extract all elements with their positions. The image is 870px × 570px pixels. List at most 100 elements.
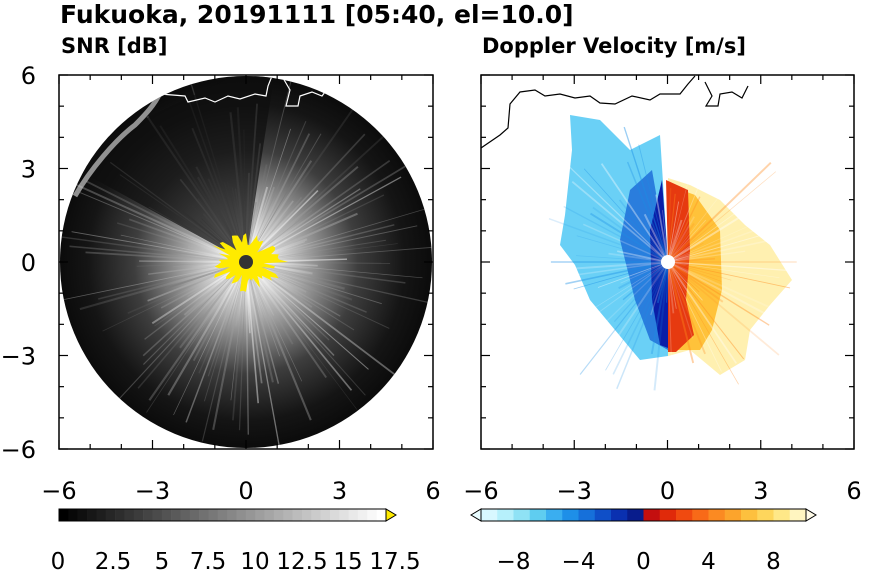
snr-streak (245, 261, 249, 435)
doppler-streak (612, 261, 669, 375)
snr-colorbar-cell (283, 509, 293, 521)
snr-streak (79, 261, 247, 311)
doppler-streak (667, 261, 775, 311)
doppler-streak (623, 126, 669, 263)
radar-site-marker (239, 255, 253, 269)
doppler-streak (589, 212, 669, 263)
doppler-colorbar-cell (497, 509, 514, 521)
doppler-streak (667, 185, 774, 263)
doppler-colorbar-cell (708, 509, 726, 521)
doppler-colorbar-tick-label: −8 (497, 549, 531, 570)
snr-colorbar-cell (59, 509, 69, 521)
doppler-streak (667, 261, 724, 303)
snr-streak (245, 160, 391, 263)
snr-colorbar-cell (105, 509, 116, 521)
snr-colorbar-cell (329, 509, 340, 521)
doppler-streak (667, 261, 706, 355)
doppler-streak (620, 261, 669, 284)
doppler-colorbar-extend-min (470, 508, 482, 522)
doppler-streak (667, 222, 695, 263)
snr-colorbar-cell (264, 509, 275, 521)
doppler-streak (519, 261, 669, 274)
doppler-streak (667, 257, 716, 263)
snr-streak (245, 261, 353, 391)
snr-colorbar-cell (376, 509, 387, 521)
doppler-colorbar-tick-label: 4 (701, 549, 716, 570)
doppler-colorbar-cell (757, 509, 774, 521)
x-tick-label: −6 (41, 477, 76, 505)
snr-colorbar-cell (217, 509, 228, 521)
x-tick-label: 6 (846, 477, 861, 505)
snr-streak (185, 261, 247, 423)
doppler-colorbar-cell (578, 509, 596, 521)
snr-colorbar-cell (292, 509, 303, 521)
x-tick-label: 0 (238, 477, 253, 505)
doppler-streak (638, 144, 669, 263)
snr-streak (106, 261, 247, 413)
snr-streak (245, 261, 263, 384)
snr-colorbar-cell (133, 509, 144, 521)
doppler-streak (650, 261, 669, 355)
snr-colorbar-cell (180, 509, 191, 521)
snr-streak (245, 245, 432, 263)
doppler-streak (667, 261, 722, 372)
doppler-streak (667, 188, 672, 263)
doppler-streak (656, 261, 669, 304)
doppler-streak (667, 261, 700, 293)
snr-colorbar-tick-label: 12.5 (276, 549, 327, 570)
x-tick-label: −3 (557, 477, 592, 505)
doppler-streak (667, 213, 801, 263)
doppler-streak (613, 261, 669, 323)
doppler-streak (667, 201, 765, 263)
doppler-streak (643, 213, 669, 263)
doppler-streak (667, 196, 701, 263)
doppler-streak (667, 261, 780, 356)
doppler-streak (575, 255, 669, 263)
x-tick-label: 3 (332, 477, 347, 505)
doppler-colorbar-extend-max (805, 508, 817, 522)
doppler-colorbar-cell (643, 509, 661, 521)
doppler-streak (662, 126, 669, 263)
snr-streak (245, 133, 366, 263)
doppler-colorbar-cell (611, 509, 628, 521)
snr-colorbar-tick-label: 15 (333, 549, 362, 570)
doppler-colorbar-cell (773, 509, 791, 521)
snr-streak (137, 261, 247, 389)
y-tick-label: 0 (21, 249, 36, 277)
axes-layer (58, 74, 855, 450)
doppler-streak (667, 261, 732, 281)
doppler-streak (605, 261, 669, 371)
doppler-approaching-core (650, 180, 668, 348)
snr-streak (173, 261, 247, 416)
x-tick-label: 3 (753, 477, 768, 505)
doppler-streak (667, 171, 777, 263)
snr-streak (245, 76, 295, 263)
snr-colorbar-tick-label: 2.5 (95, 549, 132, 570)
doppler-colorbar-cell (481, 509, 498, 521)
snr-dark-sector (60, 76, 275, 262)
snr-colorbar-cell (115, 509, 125, 521)
doppler-streak (667, 236, 784, 263)
doppler-streak (522, 261, 669, 284)
doppler-streak (576, 235, 669, 263)
doppler-streak (626, 161, 669, 263)
snr-colorbar-cell (255, 509, 265, 521)
snr-streak (245, 261, 282, 448)
snr-streak (245, 261, 328, 379)
doppler-streak (667, 261, 677, 309)
doppler-colorbar-cell (692, 509, 709, 521)
snr-streak (245, 261, 406, 383)
figure-title: Fukuoka, 20191111 [05:40, el=10.0] (60, 0, 574, 29)
doppler-streak (667, 261, 695, 364)
doppler-streak (583, 223, 669, 263)
snr-streak (201, 261, 247, 442)
snr-streak (245, 261, 358, 410)
doppler-colorbar-cell (594, 509, 612, 521)
doppler-streak (667, 261, 722, 282)
doppler-streak (667, 219, 683, 263)
doppler-streak (616, 261, 669, 390)
doppler-streak (565, 261, 669, 285)
snr-streak (245, 261, 423, 279)
